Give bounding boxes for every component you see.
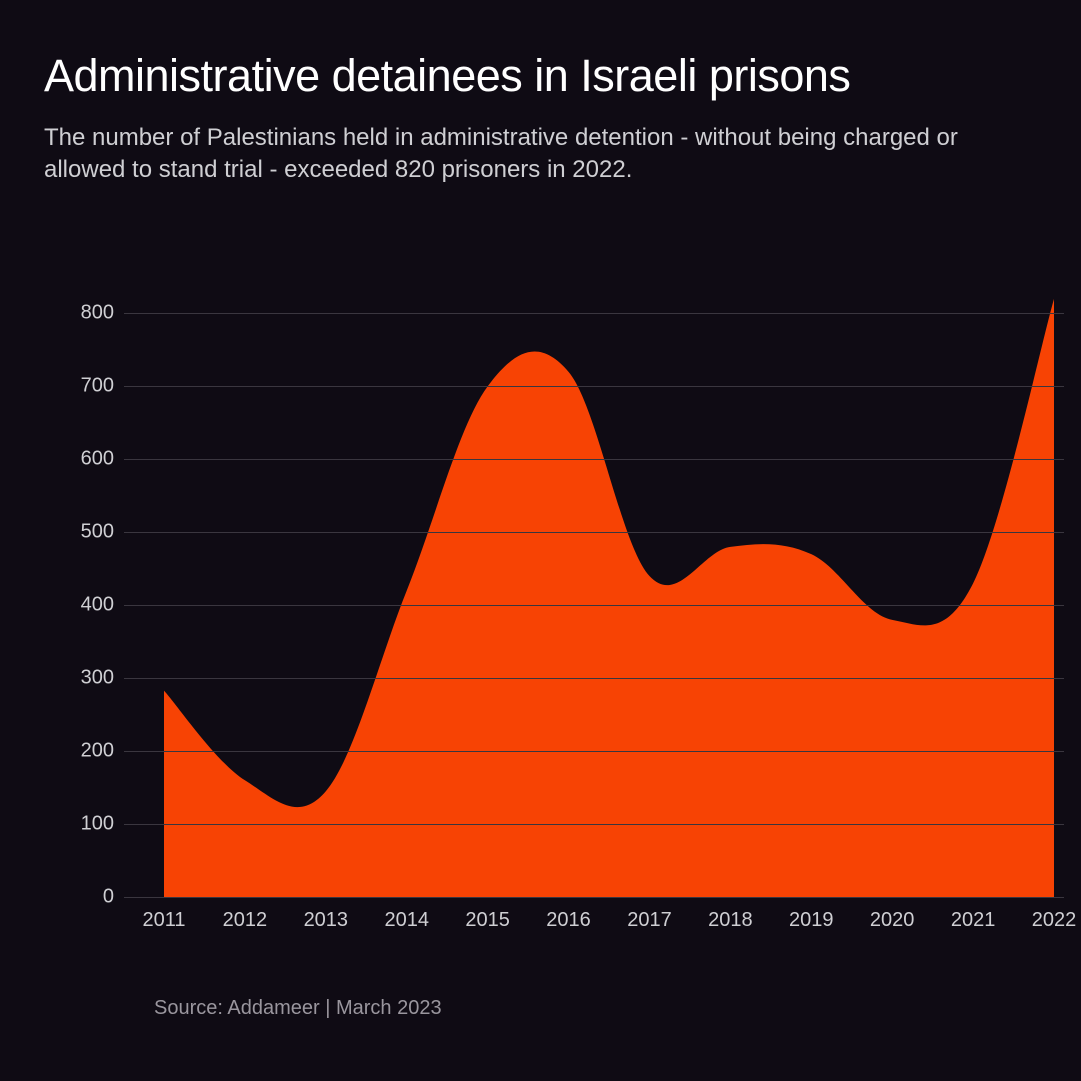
y-tick-label: 500 [64,521,114,544]
x-tick-label: 2022 [1032,909,1077,932]
y-tick-label: 600 [64,448,114,471]
x-tick-label: 2017 [627,909,672,932]
x-tick-label: 2020 [870,909,915,932]
gridline [124,824,1064,825]
x-tick-label: 2019 [789,909,834,932]
gridline [124,605,1064,606]
x-tick-label: 2011 [142,909,185,932]
x-tick-label: 2021 [951,909,996,932]
y-tick-label: 300 [64,666,114,689]
y-tick-label: 700 [64,375,114,398]
area-chart [124,277,1064,897]
x-tick-label: 2012 [223,909,268,932]
x-tick-label: 2016 [546,909,591,932]
gridline [124,459,1064,460]
y-tick-label: 400 [64,594,114,617]
x-tick-label: 2014 [384,909,429,932]
page-subtitle: The number of Palestinians held in admin… [44,122,1004,187]
gridline [124,313,1064,314]
gridline [124,386,1064,387]
page-title: Administrative detainees in Israeli pris… [44,50,1037,102]
source-text: Source: Addameer | March 2023 [154,997,1037,1020]
gridline [124,897,1064,898]
gridline [124,532,1064,533]
chart-container: Administrative detainees in Israeli pris… [0,0,1081,1060]
y-tick-label: 100 [64,812,114,835]
x-tick-label: 2018 [708,909,753,932]
y-tick-label: 800 [64,302,114,325]
plot-area [124,277,1064,897]
y-tick-label: 0 [64,885,114,908]
x-tick-label: 2015 [465,909,510,932]
y-tick-label: 200 [64,739,114,762]
area-fill [164,299,1054,897]
gridline [124,751,1064,752]
x-tick-label: 2013 [304,909,349,932]
chart-region: 0 100 200 300 400 500 600 700 800 2011 2012 2013 20… [64,277,1064,937]
gridline [124,678,1064,679]
